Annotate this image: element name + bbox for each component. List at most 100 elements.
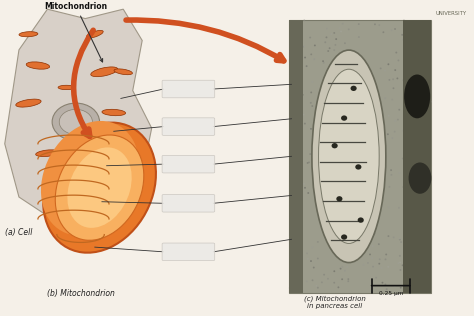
Ellipse shape — [412, 222, 414, 224]
Ellipse shape — [378, 243, 380, 245]
Ellipse shape — [342, 23, 344, 25]
Ellipse shape — [352, 191, 354, 192]
Ellipse shape — [298, 130, 300, 131]
Ellipse shape — [304, 57, 306, 58]
Ellipse shape — [406, 47, 408, 49]
Ellipse shape — [344, 42, 346, 44]
Ellipse shape — [319, 69, 379, 243]
Ellipse shape — [335, 44, 337, 46]
Ellipse shape — [392, 137, 393, 139]
Ellipse shape — [368, 76, 370, 78]
Ellipse shape — [367, 262, 369, 264]
Ellipse shape — [351, 209, 353, 211]
Ellipse shape — [304, 123, 306, 125]
Ellipse shape — [399, 261, 401, 263]
Ellipse shape — [290, 229, 292, 231]
Ellipse shape — [398, 172, 400, 174]
Ellipse shape — [428, 177, 430, 179]
Ellipse shape — [361, 58, 363, 60]
Ellipse shape — [410, 256, 412, 258]
Ellipse shape — [312, 138, 314, 140]
Ellipse shape — [335, 188, 337, 190]
Ellipse shape — [300, 140, 302, 142]
Ellipse shape — [356, 219, 357, 221]
Text: (c) Mitochondrion
in pancreas cell: (c) Mitochondrion in pancreas cell — [304, 295, 365, 309]
Ellipse shape — [301, 112, 302, 114]
Ellipse shape — [338, 27, 340, 29]
FancyBboxPatch shape — [162, 80, 215, 98]
Ellipse shape — [399, 238, 401, 240]
Ellipse shape — [330, 111, 332, 113]
Ellipse shape — [310, 260, 312, 262]
Ellipse shape — [384, 97, 386, 99]
Ellipse shape — [302, 94, 304, 96]
Ellipse shape — [342, 210, 344, 211]
Ellipse shape — [303, 46, 305, 47]
Ellipse shape — [86, 30, 103, 38]
Ellipse shape — [350, 233, 352, 235]
Ellipse shape — [356, 230, 357, 232]
Ellipse shape — [41, 121, 139, 235]
Ellipse shape — [403, 20, 405, 21]
Ellipse shape — [362, 206, 364, 208]
Ellipse shape — [424, 225, 426, 227]
Ellipse shape — [19, 32, 38, 37]
Ellipse shape — [296, 192, 298, 194]
Ellipse shape — [352, 208, 354, 210]
Ellipse shape — [114, 69, 132, 75]
Ellipse shape — [374, 23, 376, 25]
Ellipse shape — [374, 179, 376, 181]
Ellipse shape — [347, 278, 349, 280]
Ellipse shape — [387, 235, 389, 237]
Ellipse shape — [321, 191, 323, 193]
Ellipse shape — [413, 214, 415, 216]
Ellipse shape — [353, 224, 355, 226]
Ellipse shape — [342, 96, 344, 98]
Ellipse shape — [317, 287, 319, 289]
Ellipse shape — [316, 207, 318, 209]
Ellipse shape — [306, 65, 308, 67]
Ellipse shape — [371, 180, 373, 182]
Ellipse shape — [331, 131, 333, 133]
Ellipse shape — [358, 36, 360, 38]
Ellipse shape — [333, 282, 335, 284]
Ellipse shape — [367, 78, 369, 80]
Ellipse shape — [385, 253, 387, 255]
Ellipse shape — [356, 202, 358, 204]
Ellipse shape — [425, 243, 427, 245]
Ellipse shape — [369, 131, 371, 133]
Ellipse shape — [380, 68, 382, 69]
Ellipse shape — [341, 164, 343, 166]
Ellipse shape — [289, 77, 291, 79]
Ellipse shape — [341, 115, 347, 121]
Ellipse shape — [415, 48, 417, 50]
Ellipse shape — [304, 187, 306, 189]
Ellipse shape — [317, 258, 319, 259]
Polygon shape — [5, 9, 152, 222]
Ellipse shape — [430, 101, 432, 103]
Ellipse shape — [344, 178, 346, 180]
Ellipse shape — [402, 130, 404, 132]
Ellipse shape — [398, 262, 400, 264]
Ellipse shape — [58, 85, 75, 90]
Ellipse shape — [328, 47, 330, 49]
Ellipse shape — [379, 258, 381, 260]
Ellipse shape — [408, 46, 410, 48]
FancyBboxPatch shape — [162, 195, 215, 212]
Ellipse shape — [362, 74, 364, 76]
Ellipse shape — [375, 119, 377, 121]
Ellipse shape — [421, 164, 423, 166]
Ellipse shape — [372, 266, 374, 268]
Ellipse shape — [392, 99, 393, 100]
Ellipse shape — [331, 143, 337, 149]
Ellipse shape — [357, 217, 364, 223]
Text: 0.25 μm: 0.25 μm — [379, 291, 403, 296]
Ellipse shape — [420, 259, 422, 261]
Ellipse shape — [335, 38, 337, 40]
Ellipse shape — [400, 287, 401, 289]
Ellipse shape — [413, 146, 415, 147]
Ellipse shape — [307, 192, 309, 194]
Ellipse shape — [295, 254, 297, 256]
Ellipse shape — [383, 31, 384, 33]
Ellipse shape — [388, 206, 390, 208]
